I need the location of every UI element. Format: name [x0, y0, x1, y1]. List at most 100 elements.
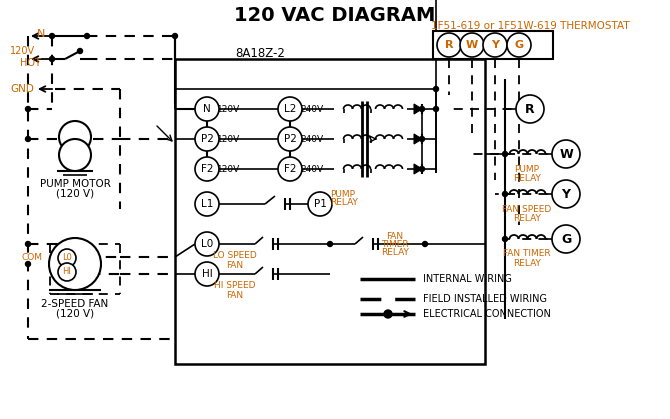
Circle shape — [25, 137, 31, 142]
Text: 240V: 240V — [300, 165, 324, 173]
Circle shape — [195, 127, 219, 151]
Circle shape — [195, 157, 219, 181]
Text: W: W — [466, 40, 478, 50]
Circle shape — [78, 49, 82, 54]
Text: P2: P2 — [283, 134, 296, 144]
Text: F2: F2 — [201, 164, 213, 174]
Text: 120V: 120V — [217, 165, 241, 173]
Text: (120 V): (120 V) — [56, 188, 94, 198]
Circle shape — [278, 127, 302, 151]
Circle shape — [433, 86, 438, 91]
Text: PUMP: PUMP — [515, 165, 539, 173]
Circle shape — [25, 106, 31, 111]
Text: 2-SPEED FAN: 2-SPEED FAN — [42, 299, 109, 309]
Text: Y: Y — [561, 187, 570, 201]
Circle shape — [419, 137, 425, 142]
Text: G: G — [515, 40, 523, 50]
Text: L0: L0 — [62, 253, 72, 262]
Circle shape — [308, 192, 332, 216]
Circle shape — [195, 97, 219, 121]
Bar — [433, 31, 553, 59]
Text: L1: L1 — [201, 199, 213, 209]
Circle shape — [552, 140, 580, 168]
Text: LO SPEED: LO SPEED — [213, 251, 257, 261]
Circle shape — [552, 180, 580, 208]
Text: (120 V): (120 V) — [56, 308, 94, 318]
Circle shape — [50, 34, 54, 39]
Text: Y: Y — [491, 40, 499, 50]
Circle shape — [502, 152, 507, 157]
Text: FAN: FAN — [387, 232, 403, 241]
Circle shape — [195, 262, 219, 286]
Text: 240V: 240V — [300, 134, 324, 143]
Text: 120V: 120V — [10, 46, 35, 56]
Circle shape — [483, 33, 507, 57]
Text: 240V: 240V — [300, 104, 324, 114]
Text: L0: L0 — [201, 239, 213, 249]
Polygon shape — [414, 164, 422, 174]
Circle shape — [25, 241, 31, 246]
Circle shape — [433, 106, 438, 111]
Text: 8A18Z-2: 8A18Z-2 — [235, 47, 285, 59]
Circle shape — [84, 34, 90, 39]
Circle shape — [25, 261, 31, 266]
Text: N: N — [37, 29, 46, 39]
Circle shape — [552, 225, 580, 253]
Text: COM: COM — [22, 253, 43, 262]
Circle shape — [278, 97, 302, 121]
Text: 120V: 120V — [217, 134, 241, 143]
Text: INTERNAL WIRING: INTERNAL WIRING — [423, 274, 512, 284]
Text: FAN SPEED: FAN SPEED — [502, 204, 551, 214]
Circle shape — [419, 166, 425, 171]
Text: GND: GND — [10, 84, 34, 94]
Text: TIMER: TIMER — [381, 240, 409, 248]
Circle shape — [58, 263, 76, 281]
Circle shape — [195, 232, 219, 256]
Text: RELAY: RELAY — [381, 248, 409, 256]
Circle shape — [50, 57, 54, 62]
Circle shape — [59, 139, 91, 171]
Text: P2: P2 — [200, 134, 214, 144]
Text: G: G — [561, 233, 571, 246]
Circle shape — [59, 121, 91, 153]
Text: FAN: FAN — [226, 261, 244, 269]
Text: HI SPEED: HI SPEED — [214, 282, 256, 290]
Text: HI: HI — [202, 269, 212, 279]
Circle shape — [195, 192, 219, 216]
Text: W: W — [559, 147, 573, 160]
Circle shape — [419, 106, 425, 111]
Circle shape — [502, 236, 507, 241]
Circle shape — [423, 241, 427, 246]
Circle shape — [502, 191, 507, 197]
Circle shape — [507, 33, 531, 57]
Text: L2: L2 — [284, 104, 296, 114]
Text: ELECTRICAL CONNECTION: ELECTRICAL CONNECTION — [423, 309, 551, 319]
Text: R: R — [445, 40, 453, 50]
Text: R: R — [525, 103, 535, 116]
Polygon shape — [414, 134, 422, 144]
Polygon shape — [414, 104, 422, 114]
Circle shape — [437, 33, 461, 57]
Text: RELAY: RELAY — [513, 259, 541, 267]
Circle shape — [58, 249, 76, 267]
Circle shape — [384, 310, 392, 318]
Text: RELAY: RELAY — [513, 214, 541, 222]
Text: 120V: 120V — [217, 104, 241, 114]
Text: RELAY: RELAY — [513, 173, 541, 183]
Text: PUMP MOTOR: PUMP MOTOR — [40, 179, 111, 189]
Text: FAN: FAN — [226, 290, 244, 300]
Text: P1: P1 — [314, 199, 326, 209]
Text: FAN TIMER: FAN TIMER — [503, 249, 551, 259]
Circle shape — [328, 241, 332, 246]
Circle shape — [172, 34, 178, 39]
Circle shape — [49, 238, 101, 290]
Circle shape — [460, 33, 484, 57]
Text: RELAY: RELAY — [330, 197, 358, 207]
Text: 1F51-619 or 1F51W-619 THERMOSTAT: 1F51-619 or 1F51W-619 THERMOSTAT — [431, 21, 629, 31]
Text: HI: HI — [62, 267, 72, 277]
Text: N: N — [203, 104, 211, 114]
Text: F2: F2 — [284, 164, 296, 174]
Bar — [175, 59, 485, 364]
Circle shape — [278, 157, 302, 181]
Text: PUMP: PUMP — [330, 189, 355, 199]
